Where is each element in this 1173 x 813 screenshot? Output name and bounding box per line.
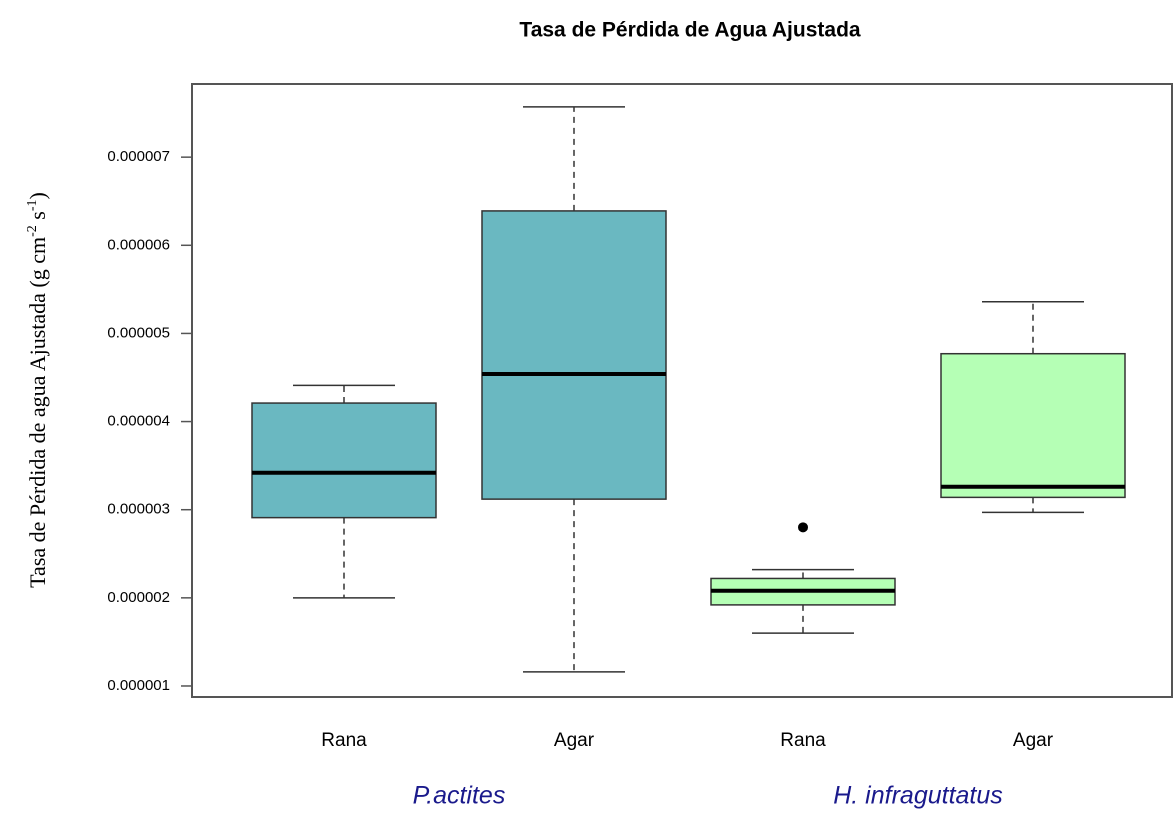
y-tick-label: 0.000004	[107, 413, 170, 430]
y-tick-label: 0.000002	[107, 589, 170, 606]
y-tick-label: 0.000001	[107, 677, 170, 694]
box	[481, 210, 667, 500]
chart-title: Tasa de Pérdida de Agua Ajustada	[519, 19, 860, 42]
y-tick-label: 0.000007	[107, 148, 170, 165]
outlier	[798, 522, 808, 533]
x-tick-label: Rana	[321, 730, 367, 751]
x-tick-label: Agar	[1013, 730, 1054, 751]
plot-frame	[191, 83, 1173, 698]
box	[940, 352, 1126, 499]
y-axis-label: Tasa de Pérdida de agua Ajustada (g cm-2…	[25, 192, 50, 588]
y-label-part: s	[25, 211, 50, 225]
x-tick-label: Agar	[554, 730, 595, 751]
y-label-part: Tasa de Pérdida de agua Ajustada (g cm	[25, 237, 50, 588]
y-tick-label: 0.000003	[107, 501, 170, 518]
group-label: P.actites	[413, 782, 506, 810]
y-label-part: -1	[25, 199, 40, 211]
x-tick-label: Rana	[780, 730, 826, 751]
y-label-part: )	[25, 192, 50, 199]
y-label-part: -2	[25, 225, 40, 237]
group-label: H. infraguttatus	[833, 782, 1003, 810]
y-tick-label: 0.000006	[107, 236, 170, 253]
box	[251, 402, 437, 519]
y-tick-label: 0.000005	[107, 324, 170, 341]
